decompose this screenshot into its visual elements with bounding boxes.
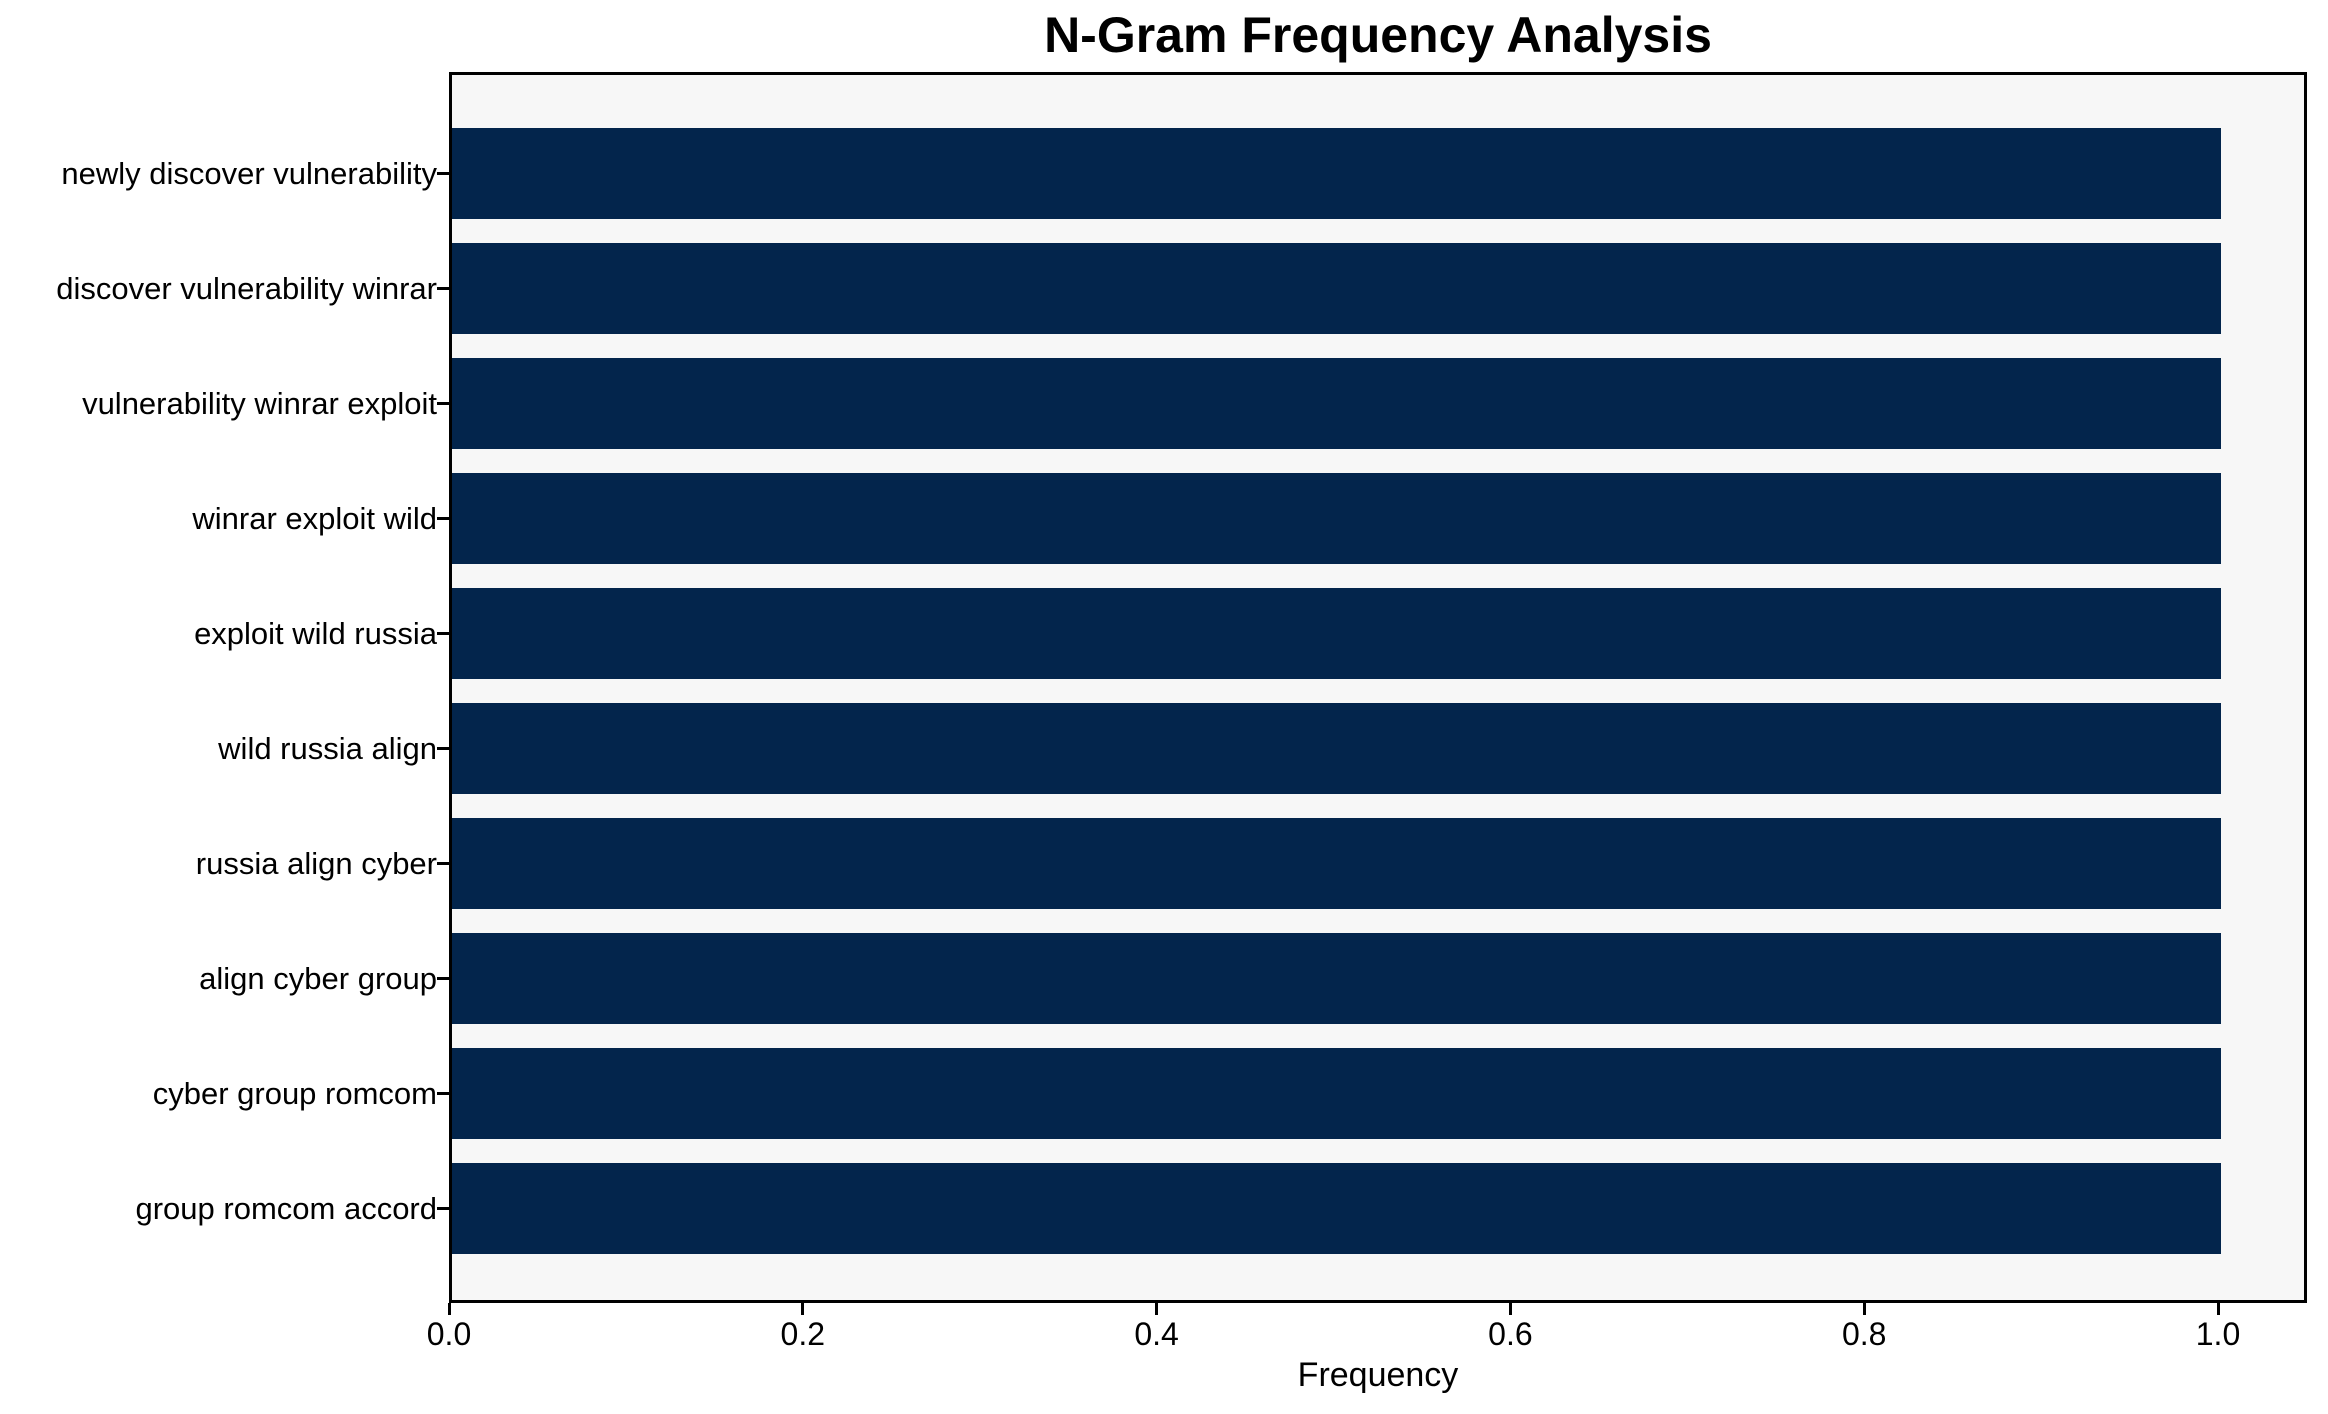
y-tick-mark	[437, 287, 449, 290]
bar	[452, 358, 2221, 449]
y-tick-mark	[437, 402, 449, 405]
y-tick-label: group romcom accord	[135, 1190, 437, 1226]
y-tick-label: cyber group romcom	[152, 1075, 437, 1111]
y-tick-mark	[437, 632, 449, 635]
y-tick-label: vulnerability winrar exploit	[82, 385, 437, 421]
plot-area	[449, 72, 2307, 1303]
x-tick-mark	[2216, 1303, 2220, 1315]
x-tick-mark	[1508, 1303, 1512, 1315]
x-tick-mark	[1155, 1303, 1159, 1315]
y-tick-mark	[437, 862, 449, 865]
y-tick-mark	[437, 172, 449, 175]
bar	[452, 588, 2221, 679]
y-tick-mark	[437, 747, 449, 750]
x-tick-label: 1.0	[2195, 1316, 2241, 1352]
x-tick-label: 0.8	[1841, 1316, 1887, 1352]
x-tick-mark	[801, 1303, 805, 1315]
y-tick-label: wild russia align	[218, 730, 437, 766]
bar	[452, 933, 2221, 1024]
bar	[452, 473, 2221, 564]
chart-title: N-Gram Frequency Analysis	[1044, 7, 1712, 63]
bar	[452, 1163, 2221, 1254]
y-tick-mark	[437, 977, 449, 980]
y-tick-label: align cyber group	[199, 960, 437, 996]
x-axis-label: Frequency	[1297, 1356, 1459, 1394]
y-tick-mark	[437, 1207, 449, 1210]
y-tick-label: exploit wild russia	[194, 615, 437, 651]
x-tick-mark	[447, 1303, 451, 1315]
y-tick-label: discover vulnerability winrar	[56, 270, 437, 306]
y-tick-label: russia align cyber	[195, 845, 437, 881]
y-tick-label: newly discover vulnerability	[61, 155, 437, 191]
x-tick-label: 0.2	[780, 1316, 826, 1352]
x-tick-label: 0.4	[1134, 1316, 1179, 1352]
bar	[452, 818, 2221, 909]
x-tick-label: 0.0	[426, 1316, 472, 1352]
y-tick-label: winrar exploit wild	[192, 500, 437, 536]
y-tick-mark	[437, 1092, 449, 1095]
bar	[452, 128, 2221, 219]
x-tick-mark	[1862, 1303, 1866, 1315]
bar	[452, 703, 2221, 794]
y-tick-mark	[437, 517, 449, 520]
bar	[452, 243, 2221, 334]
bar	[452, 1048, 2221, 1139]
x-tick-label: 0.6	[1488, 1316, 1533, 1352]
